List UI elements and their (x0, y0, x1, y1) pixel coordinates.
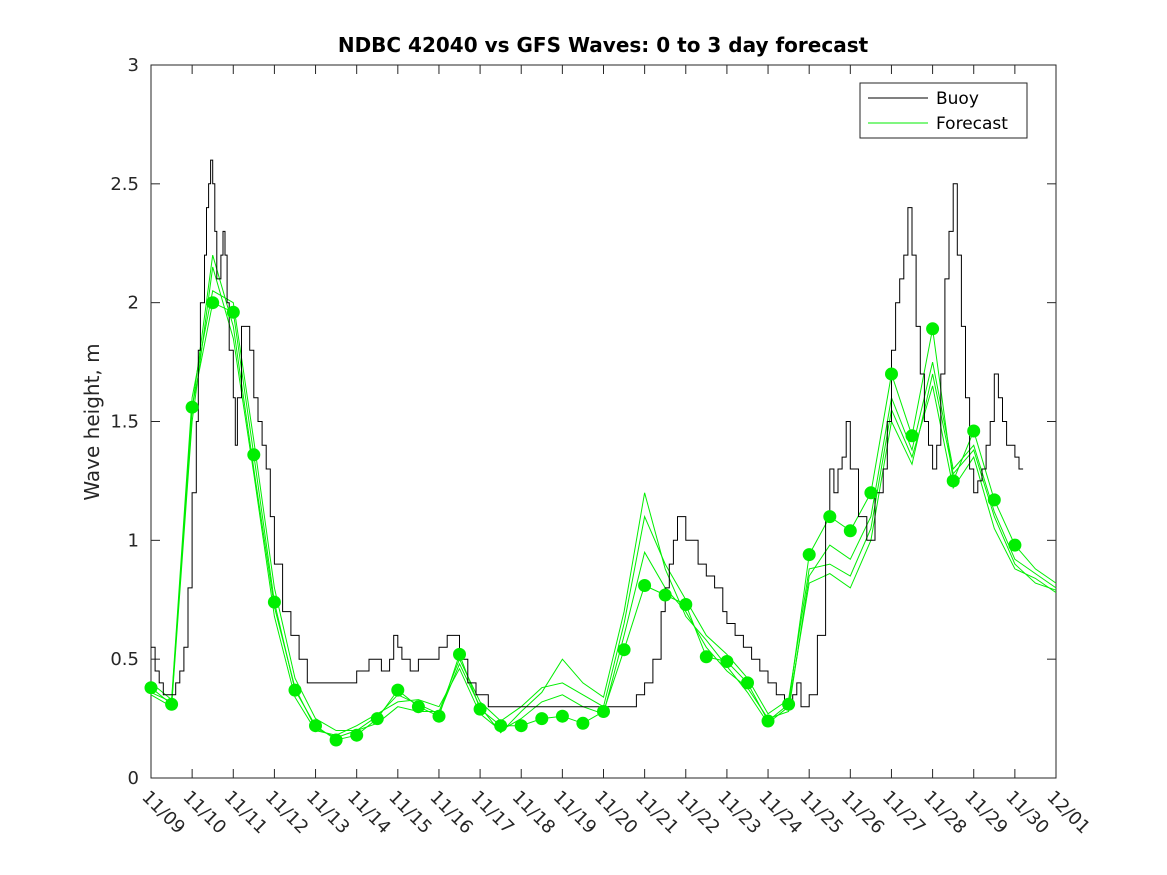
forecast-marker (864, 486, 878, 500)
forecast-marker (185, 400, 199, 414)
forecast-marker (699, 650, 713, 664)
buoy-series-line (151, 159, 1024, 708)
forecast-marker (473, 702, 487, 716)
forecast-marker (987, 493, 1001, 507)
forecast-marker (885, 367, 898, 381)
forecast-series-line-4 (150, 254, 1057, 739)
forecast-marker (843, 524, 857, 538)
forecast-marker (288, 683, 302, 697)
y-tick-label: 2 (128, 293, 139, 314)
forecast-marker (370, 712, 384, 726)
forecast-marker (535, 712, 549, 726)
forecast-marker (597, 705, 610, 718)
forecast-marker (350, 728, 364, 742)
y-tick-label: 0 (128, 768, 139, 789)
forecast-marker (782, 697, 796, 711)
forecast-marker (576, 716, 590, 730)
marker-layer (144, 296, 1022, 747)
forecast-marker (432, 709, 446, 723)
legend-box (859, 82, 1028, 139)
forecast-marker (658, 588, 672, 602)
forecast-marker (905, 429, 919, 443)
forecast-marker (411, 700, 425, 714)
forecast-marker (267, 595, 281, 609)
y-tick-label: 2.5 (110, 174, 139, 195)
forecast-marker (946, 474, 960, 488)
forecast-marker (494, 719, 508, 733)
forecast-marker (967, 424, 981, 438)
legend-buoy-label: Buoy (936, 89, 979, 109)
forecast-marker (247, 448, 261, 462)
forecast-marker (206, 296, 220, 310)
forecast-marker (144, 681, 158, 695)
forecast-marker (761, 714, 775, 728)
forecast-marker (720, 655, 734, 668)
y-axis-label: Wave height, m (80, 343, 104, 500)
forecast-marker (741, 676, 754, 690)
forecast-marker (638, 579, 652, 592)
forecast-marker (555, 709, 569, 723)
forecast-marker (329, 733, 343, 747)
legend-forecast-label: Forecast (936, 114, 1008, 134)
forecast-marker (679, 598, 693, 611)
forecast-marker (802, 548, 816, 562)
forecast-marker (514, 719, 528, 733)
forecast-marker (226, 305, 240, 319)
forecast-marker (823, 510, 837, 524)
forecast-marker (926, 322, 940, 336)
legend: Buoy Forecast (859, 82, 1028, 139)
y-tick-label: 1 (128, 530, 139, 551)
y-tick-label: 3 (128, 55, 139, 76)
chart-title: NDBC 42040 vs GFS Waves: 0 to 3 day fore… (338, 33, 869, 57)
forecast-marker (617, 643, 631, 657)
y-tick-label: 0.5 (110, 649, 139, 670)
y-tick-group: 0 0.5 1 1.5 2 2.5 3 (110, 55, 1056, 789)
forecast-marker (453, 647, 466, 661)
forecast-marker (391, 683, 405, 697)
forecast-marker (165, 697, 179, 711)
forecast-marker (309, 719, 322, 733)
forecast-marker (1008, 538, 1022, 552)
y-tick-label: 1.5 (110, 412, 139, 433)
